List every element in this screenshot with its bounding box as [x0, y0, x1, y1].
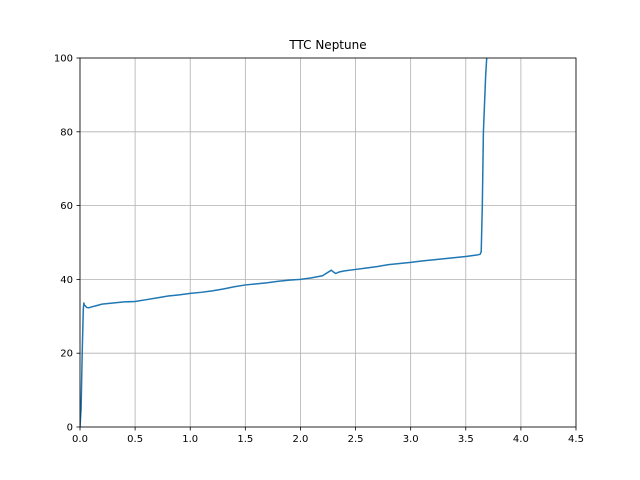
series-line	[80, 58, 488, 427]
y-tick-label: 20	[60, 349, 73, 360]
plot-frame	[79, 57, 577, 428]
x-tick-label: 0.5	[127, 434, 143, 445]
y-tick-label: 0	[67, 423, 73, 434]
y-tick-label: 100	[54, 54, 73, 65]
x-tick-label: 2.5	[348, 434, 364, 445]
data-series	[80, 58, 488, 427]
y-tick-label: 80	[60, 127, 73, 138]
axis-ticks: 0.0 0.5 1.0 1.5 2.0 2.5 3.0 3.5 4.0 4.5 0 20 40 60 80 1…	[54, 54, 584, 446]
x-tick-label: 4.5	[568, 434, 584, 445]
x-tick-label: 0.0	[72, 434, 88, 445]
y-tick-label: 60	[60, 201, 73, 212]
x-tick-label: 4.0	[513, 434, 529, 445]
x-tick-label: 1.5	[237, 434, 253, 445]
x-tick-label: 1.0	[182, 434, 198, 445]
x-tick-label: 2.0	[292, 434, 308, 445]
x-tick-label: 3.5	[458, 434, 474, 445]
y-tick-label: 40	[60, 275, 73, 286]
chart-title: TTC Neptune	[288, 38, 366, 52]
x-tick-label: 3.0	[403, 434, 419, 445]
